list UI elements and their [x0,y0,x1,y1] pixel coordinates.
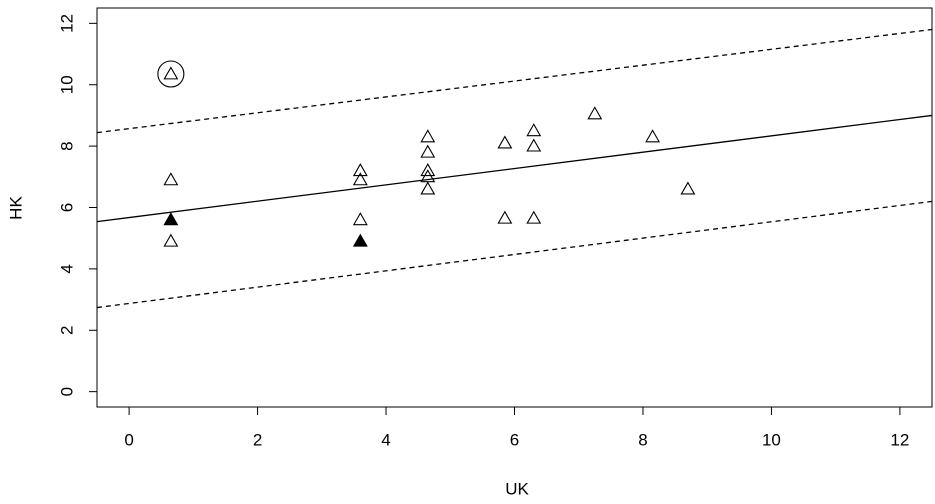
y-tick-label: 0 [57,387,76,396]
y-tick-label: 12 [57,14,76,33]
highlight-circle [157,60,185,88]
x-axis-title: UK [505,479,529,498]
point [163,66,179,80]
x-tick-label: 6 [510,430,519,449]
point [352,233,368,247]
fit-line [96,28,933,134]
point [163,233,179,247]
point [645,129,661,143]
point [163,172,179,186]
point [420,144,436,158]
point [163,212,179,226]
x-tick-label: 10 [762,430,781,449]
point [420,163,436,177]
point [420,129,436,143]
y-tick-label: 2 [57,326,76,335]
point [420,181,436,195]
x-tick-label: 12 [890,430,909,449]
fit-line [96,114,933,223]
point [497,135,513,149]
x-tick-label: 0 [124,430,133,449]
point [352,212,368,226]
x-tick-label: 2 [253,430,262,449]
point [526,123,542,137]
fit-line [96,200,933,309]
point [526,138,542,152]
point [680,181,696,195]
point [526,210,542,224]
y-axis-title: HK [6,196,25,220]
point [587,106,603,120]
x-tick-label: 4 [381,430,390,449]
y-tick-label: 8 [57,141,76,150]
x-tick-label: 8 [638,430,647,449]
y-tick-label: 6 [57,203,76,212]
point [352,172,368,186]
plot-frame [96,7,933,408]
point [352,163,368,177]
y-tick-label: 4 [57,264,76,273]
y-tick-label: 10 [57,75,76,94]
point [497,210,513,224]
